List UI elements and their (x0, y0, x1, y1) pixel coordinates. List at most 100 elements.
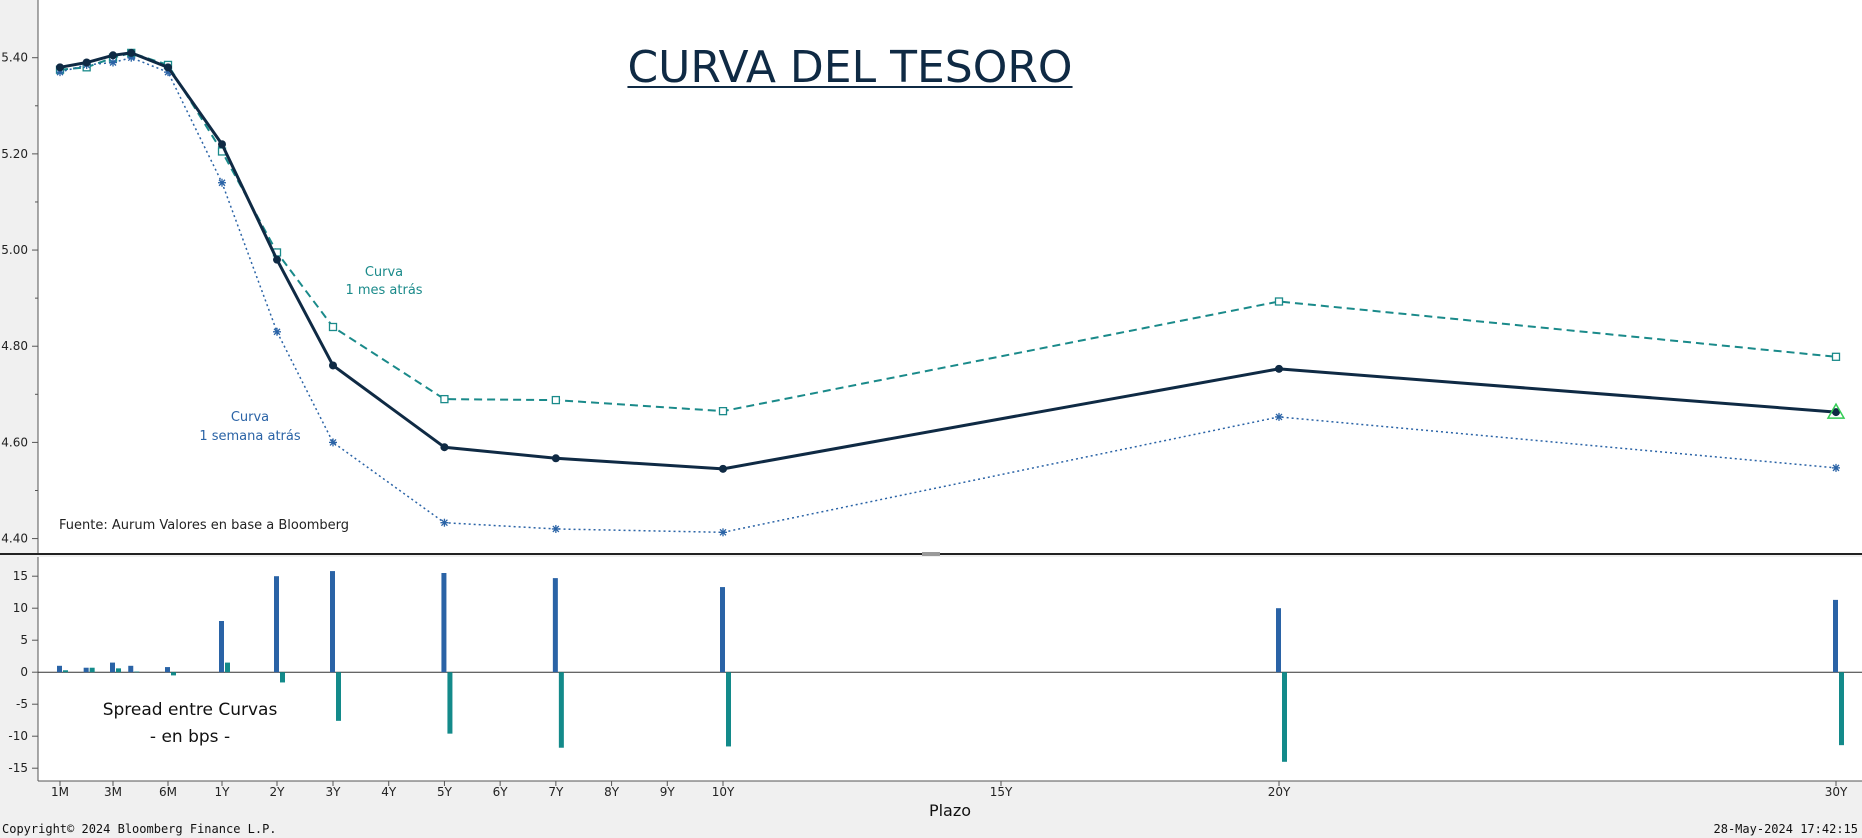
week-ago-point (551, 524, 560, 533)
spread-bar-week (128, 665, 134, 673)
week-ago-point (440, 518, 449, 527)
current-point (218, 140, 226, 149)
main-y-axis: 5.40 5.20 5.00 4.80 4.60 4.40 (1, 51, 38, 546)
y-tick-label: 4.60 (1, 435, 28, 449)
y-tick-label: -5 (16, 697, 28, 711)
x-tick-label: 2Y (270, 785, 286, 799)
panel-resize-handle[interactable] (922, 552, 940, 556)
spread-bar-week (441, 573, 447, 673)
month-ago-point (328, 322, 338, 332)
week-ago-point (329, 438, 337, 447)
x-tick-label: 9Y (660, 785, 676, 799)
current-point (273, 255, 281, 264)
last-value-marker (1826, 402, 1846, 419)
spread-bar-week (219, 621, 224, 673)
spread-bar-month (1282, 672, 1287, 762)
y-tick-label: -15 (8, 761, 28, 775)
y-tick-label: 15 (13, 569, 28, 583)
y-tick-label: -10 (8, 729, 28, 743)
spread-bar-week (110, 662, 115, 673)
spread-bar-month (225, 662, 230, 673)
month-ago-label-line2: 1 mes atrás (345, 283, 422, 298)
month-ago-label-line1: Curva (365, 265, 403, 280)
month-ago-point (1831, 352, 1841, 361)
spread-panel-background (38, 557, 1862, 781)
current-point (56, 63, 64, 72)
week-ago-point (273, 327, 281, 336)
timestamp: 28-May-2024 17:42:15 (1714, 822, 1859, 836)
spread-bar-month (134, 671, 140, 673)
x-tick-label: 7Y (548, 785, 564, 799)
week-ago-point (109, 58, 117, 67)
y-tick-label: 5.20 (1, 147, 28, 161)
curves (55, 48, 1846, 537)
copyright-note: Copyright© 2024 Bloomberg Finance L.P. (2, 822, 277, 836)
spread-bar-month (116, 668, 121, 673)
spread-bar-week (274, 576, 279, 673)
current-point (1275, 364, 1283, 373)
spread-bar-week (330, 571, 335, 673)
week-ago-point (1832, 463, 1840, 472)
spread-bar-week (1276, 608, 1281, 673)
week-ago-label-line1: Curva (231, 410, 269, 425)
spread-bar-week (1833, 599, 1838, 673)
month-ago-point (718, 406, 728, 416)
month-ago-point (440, 394, 449, 404)
spread-bar-month (280, 672, 285, 683)
current-point (82, 58, 91, 67)
current-point (551, 454, 560, 463)
current-point (164, 63, 172, 72)
spread-bar-month (63, 670, 68, 673)
x-tick-label: 15Y (990, 785, 1013, 799)
spread-bars (57, 571, 1844, 762)
spread-bar-month (171, 672, 176, 676)
x-tick-label: 1Y (215, 785, 231, 799)
spread-bar-month (1839, 672, 1844, 746)
spread-bar-month (447, 672, 453, 734)
spread-y-axis: 15 10 5 0 -5 -10 -15 (8, 569, 38, 775)
x-tick-label: 8Y (604, 785, 620, 799)
spread-label-line2: - en bps - (150, 727, 230, 747)
spread-bar-week (57, 665, 62, 673)
x-tick-label: 6M (159, 785, 177, 799)
x-tick-label: 30Y (1825, 785, 1848, 799)
x-tick-label: 3Y (326, 785, 342, 799)
spread-bar-week (720, 587, 725, 673)
spread-bar-month (89, 667, 95, 673)
current-point (329, 361, 337, 370)
spread-bar-month (726, 672, 731, 747)
x-axis: 1M 3M 6M 1Y 2Y 3Y 4Y 5Y 6Y 7Y 8Y 9Y 10Y 15Y 20Y 30Y (51, 781, 1848, 799)
current-point (109, 51, 117, 60)
week-ago-label-line2: 1 semana atrás (199, 429, 301, 444)
chart-title: CURVA DEL TESORO (627, 42, 1072, 93)
spread-bar-week (552, 578, 558, 673)
month-ago-point (1274, 297, 1284, 306)
y-tick-label: 0 (20, 665, 28, 679)
x-axis-title: Plazo (929, 801, 971, 820)
source-note: Fuente: Aurum Valores en base a Bloomber… (59, 518, 349, 533)
week-ago-point (1275, 412, 1283, 421)
week-ago-point (719, 528, 727, 537)
spread-label-line1: Spread entre Curvas (103, 700, 278, 720)
x-tick-label: 10Y (712, 785, 735, 799)
y-tick-label: 4.80 (1, 339, 28, 353)
spread-bar-week (165, 667, 170, 673)
current-point (719, 464, 727, 473)
x-tick-label: 4Y (381, 785, 397, 799)
y-tick-label: 5 (20, 633, 28, 647)
current-point (127, 48, 136, 57)
x-tick-label: 3M (104, 785, 122, 799)
current-point (440, 443, 449, 452)
spread-bar-week (83, 667, 89, 673)
current-point (1832, 408, 1840, 417)
y-tick-label: 5.40 (1, 51, 28, 65)
main-panel-background (38, 0, 1862, 553)
month-ago-point (551, 395, 561, 405)
week-ago-point (218, 178, 226, 187)
spread-bar-month (558, 672, 564, 748)
y-tick-label: 10 (13, 601, 28, 615)
x-tick-label: 1M (51, 785, 69, 799)
x-tick-label: 6Y (493, 785, 509, 799)
x-tick-label: 20Y (1268, 785, 1291, 799)
